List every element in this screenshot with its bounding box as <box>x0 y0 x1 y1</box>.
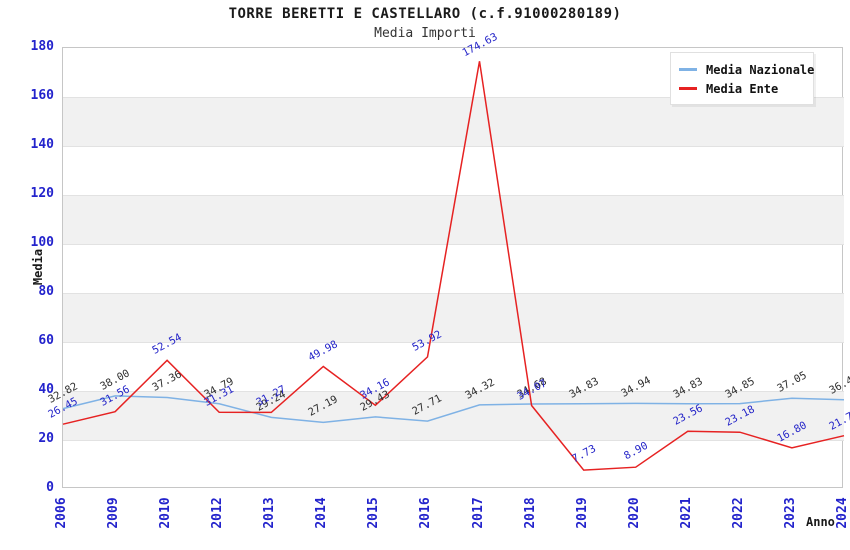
x-tick-label: 2009 <box>106 497 122 529</box>
plot-band <box>63 97 844 146</box>
legend: Media Nazionale Media Ente <box>670 52 814 105</box>
y-tick-label: 0 <box>46 480 54 495</box>
x-tick-label: 2017 <box>470 497 486 529</box>
x-tick-label: 2024 <box>835 497 850 529</box>
x-axis-title: Anno <box>806 515 835 529</box>
legend-item: Media Nazionale <box>679 60 814 79</box>
legend-label: Media Nazionale <box>706 62 815 77</box>
series-line-media-nazionale <box>62 395 845 424</box>
x-tick-label: 2022 <box>730 497 746 529</box>
gridline <box>63 391 844 392</box>
legend-line-marker <box>679 87 697 90</box>
plot-area: 32.82 38.00 37.36 34.79 29.24 27.19 29.43 27.71… <box>46 31 850 488</box>
legend-item: Media Ente <box>679 79 805 98</box>
y-tick-label: 40 <box>38 382 54 397</box>
legend-label: Media Ente <box>706 81 779 96</box>
x-tick-label: 2016 <box>418 497 434 529</box>
legend-line-marker <box>679 68 697 71</box>
gridline <box>63 97 844 98</box>
gridline <box>63 293 844 294</box>
chart-title: TORRE BERETTI E CASTELLARO (c.f.91000280… <box>228 6 622 22</box>
x-tick-label: 2006 <box>54 497 69 529</box>
plot-band <box>63 195 844 244</box>
y-tick-label: 80 <box>38 284 54 299</box>
y-tick-label: 120 <box>30 186 54 201</box>
x-tick-label: 2019 <box>574 497 590 529</box>
gridline <box>63 440 844 441</box>
gridline <box>63 244 844 245</box>
line-chart-canvas <box>62 61 845 471</box>
x-tick-label: 2020 <box>626 497 642 529</box>
x-tick-label: 2018 <box>522 497 538 529</box>
y-tick-label: 20 <box>38 431 54 446</box>
x-tick-label: 2021 <box>678 497 694 529</box>
gridline <box>63 146 844 147</box>
y-tick-label: 100 <box>30 235 54 250</box>
x-tick-label: 2013 <box>262 497 278 529</box>
y-tick-label: 180 <box>30 39 54 54</box>
y-tick-label: 140 <box>30 137 54 152</box>
x-tick-label: 2014 <box>314 497 330 529</box>
x-tick-label: 2023 <box>782 497 798 529</box>
y-tick-label: 160 <box>30 88 54 103</box>
x-tick-label: 2012 <box>210 497 226 529</box>
x-tick-label: 2010 <box>158 497 174 529</box>
series-line-media-ente <box>62 61 845 471</box>
plot-band <box>63 293 844 342</box>
y-tick-label: 60 <box>38 333 54 348</box>
gridline <box>63 342 844 343</box>
gridline <box>63 195 844 196</box>
chart-subtitle: Media Importi <box>374 26 476 41</box>
x-tick-label: 2015 <box>366 497 382 529</box>
